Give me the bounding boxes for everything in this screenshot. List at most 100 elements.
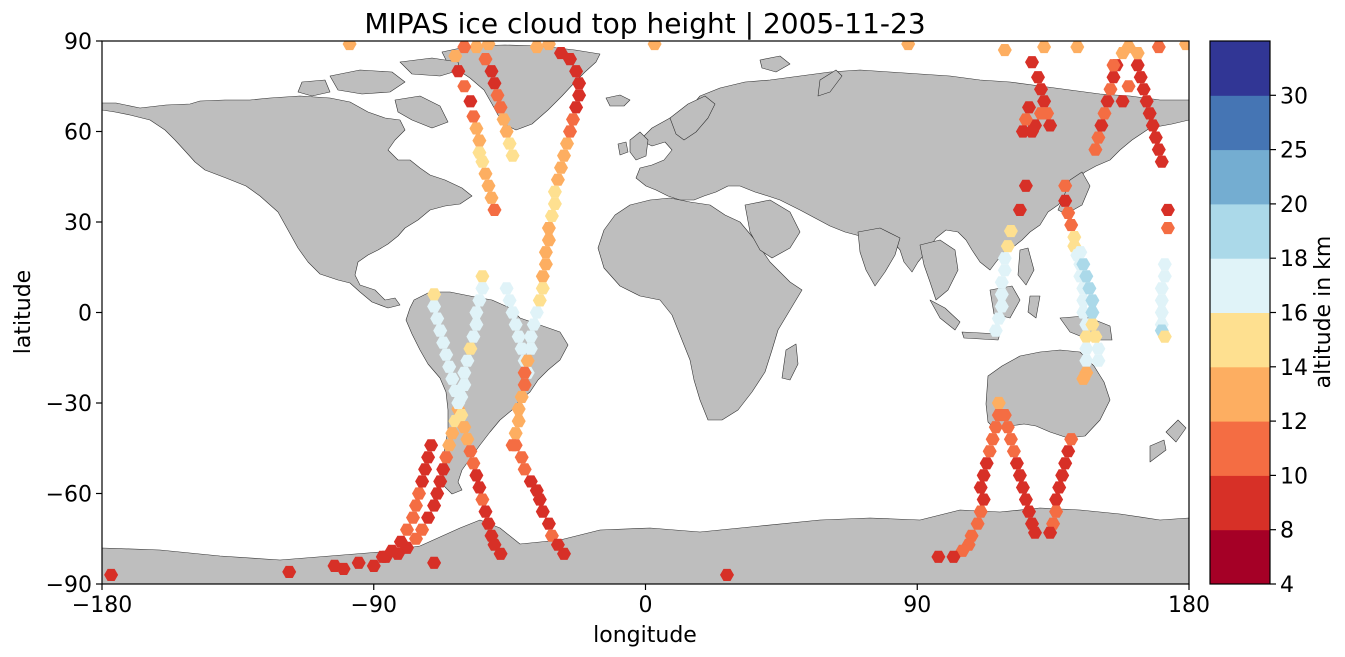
colorbar-segment <box>1210 529 1270 585</box>
colorbar-segment <box>1210 421 1270 476</box>
data-point <box>569 65 584 78</box>
data-point <box>529 484 544 497</box>
data-point <box>946 550 961 563</box>
data-point <box>1076 294 1091 307</box>
data-point <box>460 354 475 367</box>
land-philippines <box>1017 247 1035 286</box>
data-point <box>523 330 538 343</box>
data-point <box>1151 41 1166 54</box>
data-point <box>1070 41 1085 54</box>
data-point <box>469 122 484 135</box>
data-point <box>1031 71 1045 84</box>
land-new-zealand <box>1165 419 1187 443</box>
data-point <box>508 439 523 452</box>
data-point <box>1076 372 1091 385</box>
colorbar-tick-label: 20 <box>1280 193 1308 218</box>
data-point <box>487 77 502 90</box>
data-point <box>466 330 481 343</box>
land-sumatra <box>929 299 961 331</box>
data-point <box>1157 258 1172 271</box>
data-point <box>569 101 584 114</box>
data-point <box>1018 113 1033 126</box>
data-point <box>1061 206 1076 219</box>
data-point <box>541 222 556 235</box>
data-point <box>469 306 484 319</box>
data-point <box>406 511 420 524</box>
data-point <box>427 288 442 301</box>
data-point <box>1179 41 1189 51</box>
data-point <box>409 499 423 512</box>
data-point <box>1085 294 1100 307</box>
colorbar-tick-label: 8 <box>1280 519 1294 544</box>
data-point <box>982 445 997 458</box>
data-point <box>1151 143 1166 156</box>
data-point <box>1018 493 1033 506</box>
data-point <box>502 294 517 307</box>
data-point <box>415 475 430 488</box>
data-point <box>554 47 568 60</box>
data-point <box>1049 493 1064 506</box>
data-point <box>430 487 445 500</box>
data-point <box>1009 457 1024 470</box>
data-point <box>1028 526 1042 539</box>
data-point <box>282 565 297 578</box>
data-point <box>436 463 451 476</box>
data-point <box>475 282 490 295</box>
data-point <box>1085 306 1100 319</box>
data-point <box>1139 95 1154 108</box>
data-point <box>366 559 381 572</box>
data-point <box>1022 505 1036 518</box>
data-point <box>544 209 559 222</box>
data-point <box>439 348 454 361</box>
data-point <box>1049 505 1064 518</box>
data-point <box>1076 258 1091 271</box>
land-novaya-zemlya <box>817 69 843 97</box>
data-point <box>1015 125 1030 138</box>
data-point <box>1046 517 1061 530</box>
y-tick-label: −90 <box>46 573 92 598</box>
data-point <box>994 276 1009 289</box>
data-point <box>1091 342 1106 355</box>
data-point <box>445 372 460 385</box>
data-point <box>502 137 517 150</box>
data-point <box>463 445 478 458</box>
data-point <box>1025 56 1039 69</box>
data-point <box>475 493 490 506</box>
data-point <box>1094 119 1109 132</box>
data-point <box>557 149 571 162</box>
data-point <box>566 113 580 126</box>
data-point <box>463 342 478 355</box>
data-point <box>1043 119 1058 132</box>
data-point <box>1115 47 1130 60</box>
data-point <box>442 439 457 452</box>
data-point <box>457 80 472 93</box>
data-point <box>457 366 472 379</box>
data-point <box>499 125 514 138</box>
land-scandinavia <box>669 95 716 141</box>
data-point <box>535 505 550 518</box>
data-point <box>1154 294 1169 307</box>
data-point <box>493 547 508 560</box>
data-point <box>541 234 556 247</box>
y-axis-label: latitude <box>11 270 36 354</box>
data-point <box>1115 95 1130 108</box>
data-point <box>487 538 502 551</box>
data-point <box>1100 95 1115 108</box>
data-point <box>517 378 532 391</box>
data-point <box>572 77 587 90</box>
data-point <box>535 270 550 283</box>
data-point <box>720 568 734 581</box>
data-point <box>988 324 1003 337</box>
data-point <box>505 149 520 162</box>
data-point <box>511 415 526 428</box>
data-point <box>469 469 484 482</box>
data-point <box>991 396 1006 410</box>
data-point <box>412 487 426 500</box>
data-point <box>508 427 523 440</box>
data-point <box>433 324 448 337</box>
data-point <box>994 288 1009 301</box>
data-point <box>541 517 556 530</box>
data-point <box>448 50 463 63</box>
data-point <box>104 568 119 581</box>
data-point <box>1157 330 1172 343</box>
